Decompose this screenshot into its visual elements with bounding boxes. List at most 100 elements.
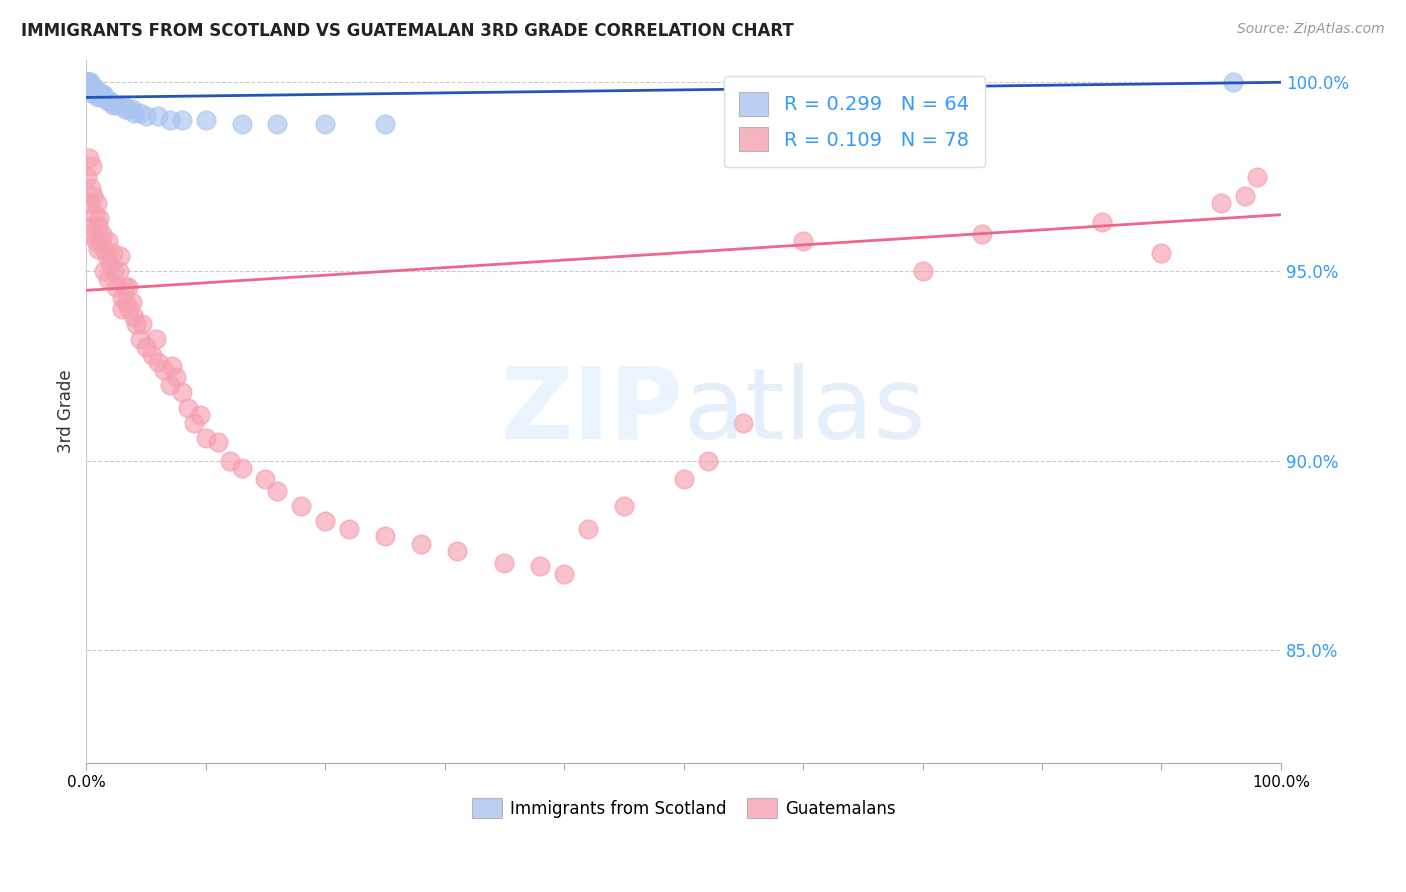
- Point: [121, 102, 143, 116]
- Text: ZIP: ZIP: [501, 363, 683, 460]
- Point: [84, 83, 107, 97]
- Point: [77, 75, 100, 89]
- Point: [911, 264, 934, 278]
- Point: [87, 87, 110, 101]
- Point: [188, 408, 211, 422]
- Point: [77, 78, 100, 93]
- Point: [82, 83, 104, 97]
- Point: [129, 333, 152, 347]
- Point: [80, 83, 103, 97]
- Point: [1150, 245, 1173, 260]
- Point: [125, 318, 148, 332]
- Point: [76, 75, 98, 89]
- Legend: Immigrants from Scotland, Guatemalans: Immigrants from Scotland, Guatemalans: [465, 791, 903, 825]
- Point: [79, 83, 101, 97]
- Point: [82, 87, 104, 101]
- Point: [101, 245, 124, 260]
- Point: [146, 109, 169, 123]
- Point: [194, 113, 217, 128]
- Point: [77, 75, 100, 89]
- Text: atlas: atlas: [683, 363, 925, 460]
- Text: Source: ZipAtlas.com: Source: ZipAtlas.com: [1237, 22, 1385, 37]
- Point: [146, 355, 169, 369]
- Point: [82, 188, 104, 202]
- Point: [90, 227, 112, 241]
- Point: [93, 264, 115, 278]
- Point: [79, 83, 101, 97]
- Point: [374, 117, 396, 131]
- Point: [207, 434, 229, 449]
- Point: [82, 83, 104, 97]
- Point: [87, 90, 110, 104]
- Point: [101, 98, 124, 112]
- Point: [90, 234, 112, 248]
- Point: [145, 333, 167, 347]
- Point: [121, 294, 143, 309]
- Point: [117, 102, 139, 116]
- Point: [114, 279, 136, 293]
- Point: [93, 242, 115, 256]
- Point: [79, 78, 101, 93]
- Point: [613, 499, 636, 513]
- Point: [86, 83, 108, 97]
- Point: [165, 370, 187, 384]
- Point: [97, 94, 120, 108]
- Point: [131, 318, 153, 332]
- Point: [82, 219, 104, 233]
- Point: [87, 242, 110, 256]
- Point: [1211, 196, 1233, 211]
- Point: [159, 113, 181, 128]
- Point: [103, 264, 125, 278]
- Point: [177, 401, 200, 415]
- Point: [374, 529, 396, 543]
- Point: [79, 227, 101, 241]
- Point: [696, 453, 718, 467]
- Point: [82, 78, 104, 93]
- Point: [79, 75, 101, 89]
- Point: [105, 98, 128, 112]
- Point: [79, 78, 101, 93]
- Point: [89, 87, 111, 101]
- Point: [76, 75, 98, 89]
- Point: [86, 196, 108, 211]
- Point: [792, 234, 814, 248]
- Point: [314, 514, 336, 528]
- Point: [733, 416, 755, 430]
- Point: [170, 113, 193, 128]
- Point: [254, 472, 277, 486]
- Point: [576, 522, 599, 536]
- Point: [135, 109, 157, 123]
- Point: [80, 181, 103, 195]
- Y-axis label: 3rd Grade: 3rd Grade: [58, 369, 75, 453]
- Point: [80, 78, 103, 93]
- Point: [290, 499, 312, 513]
- Point: [84, 87, 107, 101]
- Point: [117, 279, 139, 293]
- Point: [135, 340, 157, 354]
- Point: [129, 105, 152, 120]
- Point: [266, 117, 288, 131]
- Point: [76, 75, 98, 89]
- Point: [162, 359, 184, 373]
- Point: [111, 98, 134, 112]
- Point: [114, 102, 136, 116]
- Point: [231, 117, 253, 131]
- Point: [153, 363, 176, 377]
- Point: [266, 483, 288, 498]
- Point: [733, 117, 755, 131]
- Point: [77, 78, 100, 93]
- Point: [972, 227, 994, 241]
- Point: [86, 87, 108, 101]
- Point: [90, 87, 112, 101]
- Point: [80, 83, 103, 97]
- Point: [91, 87, 114, 101]
- Point: [77, 83, 100, 97]
- Point: [122, 310, 145, 324]
- Point: [118, 302, 141, 317]
- Point: [1091, 215, 1114, 229]
- Point: [122, 105, 145, 120]
- Point: [108, 249, 131, 263]
- Point: [82, 159, 104, 173]
- Point: [446, 544, 468, 558]
- Point: [194, 431, 217, 445]
